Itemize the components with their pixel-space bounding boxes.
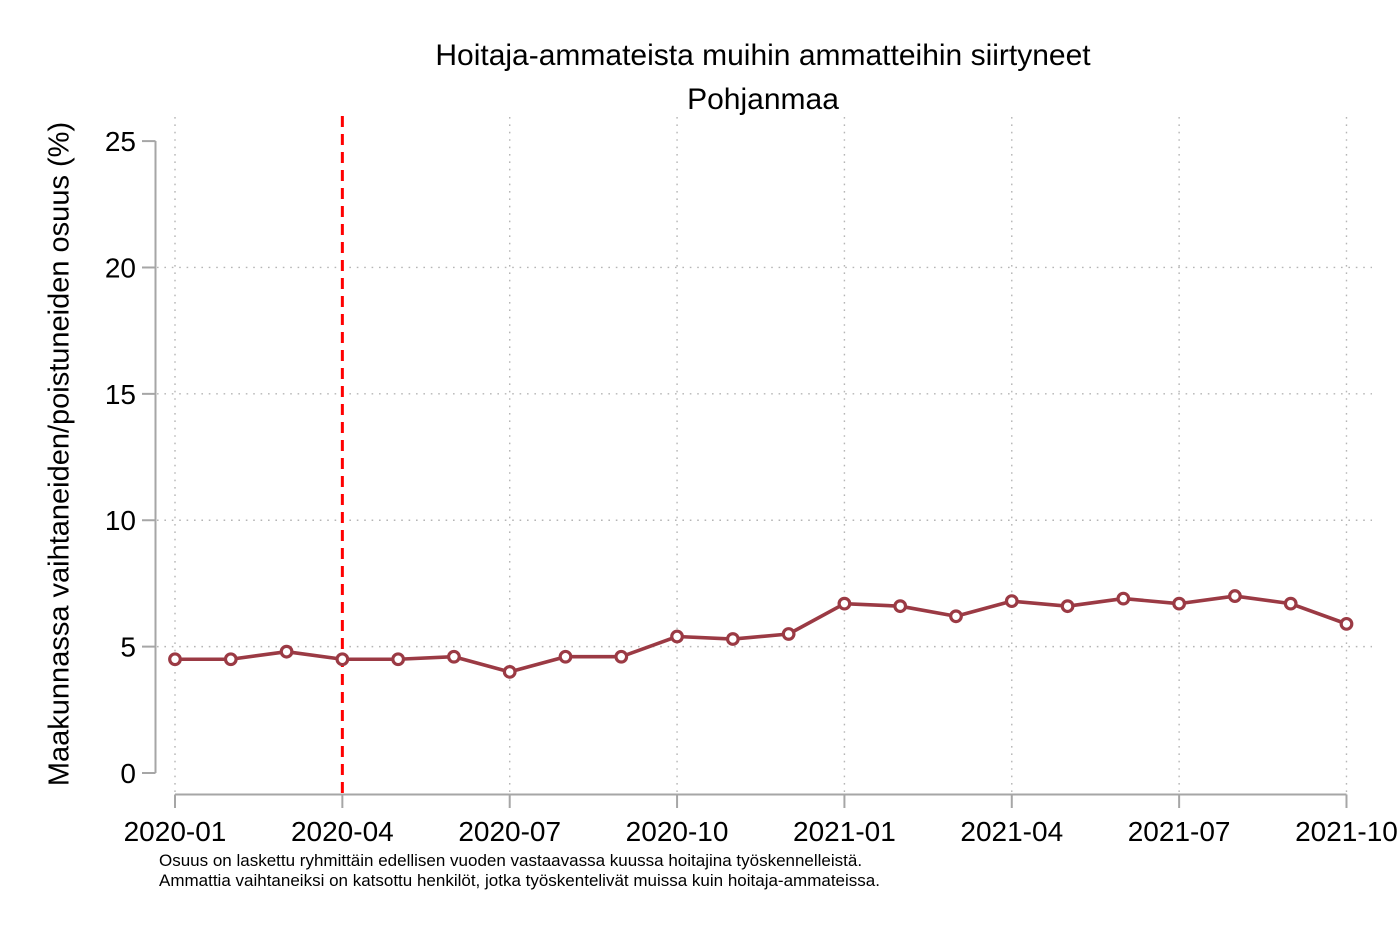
data-point <box>1004 594 1019 609</box>
data-point <box>279 644 294 659</box>
footnote-line-2: Ammattia vaihtaneiksi on katsottu henkil… <box>159 871 880 890</box>
x-tick-label: 2020-10 <box>626 816 729 847</box>
x-tick-label: 2021-04 <box>960 816 1063 847</box>
data-point <box>447 649 461 664</box>
data-point <box>893 599 908 614</box>
data-point <box>949 609 963 624</box>
data-point <box>1116 591 1131 606</box>
data-point <box>837 596 852 611</box>
data-point <box>781 627 796 641</box>
data-point <box>168 652 182 667</box>
data-point <box>223 652 238 667</box>
data-point <box>1228 589 1242 603</box>
x-tick-label: 2020-04 <box>291 816 394 847</box>
y-tick-label: 10 <box>105 505 136 536</box>
chart-subtitle: Pohjanmaa <box>687 83 839 116</box>
y-tick-label: 15 <box>105 379 136 410</box>
data-point <box>1283 596 1298 611</box>
y-tick-label: 20 <box>105 252 136 283</box>
footnote-line-1: Osuus on laskettu ryhmittäin edellisen v… <box>159 851 863 870</box>
data-point <box>725 632 740 646</box>
x-tick-label: 2021-10 <box>1295 816 1398 847</box>
chart-title: Hoitaja-ammateista muihin ammatteihin si… <box>435 39 1091 72</box>
x-tick-label: 2020-01 <box>124 816 227 847</box>
footnote-block: Osuus on laskettu ryhmittäin edellisen v… <box>159 851 880 891</box>
data-point <box>558 649 573 664</box>
data-point <box>391 652 406 667</box>
x-tick-label: 2021-01 <box>793 816 896 847</box>
data-point <box>1060 599 1075 614</box>
data-point <box>502 664 517 679</box>
x-tick-label: 2021-07 <box>1128 816 1231 847</box>
y-tick-label: 5 <box>120 632 136 663</box>
data-point <box>335 652 350 667</box>
data-point <box>1172 596 1187 611</box>
y-tick-label: 25 <box>105 126 136 157</box>
x-tick-label: 2020-07 <box>458 816 561 847</box>
data-point <box>1339 616 1354 631</box>
y-tick-label: 0 <box>120 758 136 789</box>
data-point <box>670 629 684 644</box>
data-point <box>614 649 629 664</box>
data-line <box>173 594 1349 674</box>
